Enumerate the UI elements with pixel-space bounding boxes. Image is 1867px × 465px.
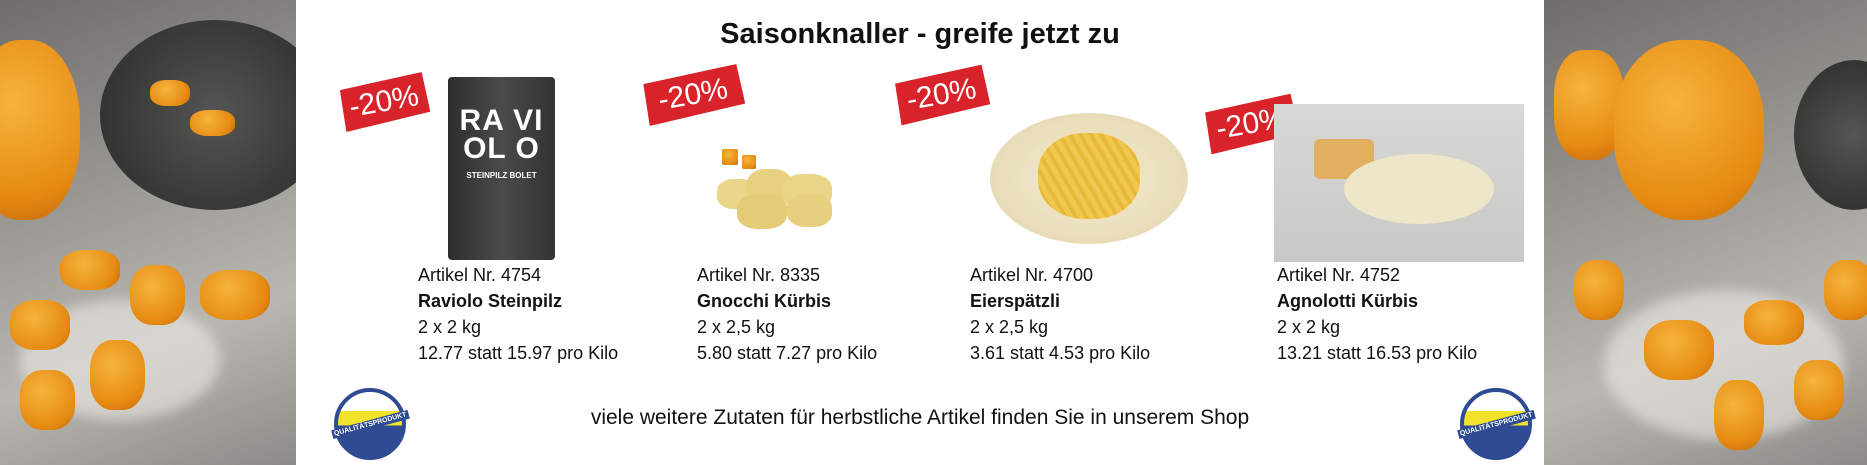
pack-size: 2 x 2,5 kg [697, 317, 776, 337]
quality-seal-logo: QUALITÄTSPRODUKT [330, 388, 410, 460]
product-card: Artikel Nr. 8335 Gnocchi Kürbis 2 x 2,5 … [697, 262, 877, 366]
product-image-gnocchi[interactable] [697, 149, 857, 232]
discount-badge: -20% [640, 64, 746, 127]
article-number: Artikel Nr. 4754 [418, 265, 542, 285]
discount-badge: -20% [337, 72, 432, 133]
pack-size: 2 x 2 kg [418, 317, 482, 337]
article-number: Artikel Nr. 8335 [697, 265, 821, 285]
product-card: Artikel Nr. 4754 Raviolo Steinpilz 2 x 2… [418, 262, 618, 366]
product-name[interactable]: Raviolo Steinpilz [418, 291, 563, 311]
product-name[interactable]: Gnocchi Kürbis [697, 291, 832, 311]
price: 13.21 statt 16.53 pro Kilo [1277, 343, 1478, 363]
pumpkin-gnocchi-photo-right [1544, 0, 1867, 465]
discount-badge: -20% [892, 64, 992, 125]
product-card: Artikel Nr. 4700 Eierspätzli 2 x 2,5 kg … [970, 262, 1150, 366]
article-number: Artikel Nr. 4700 [970, 265, 1094, 285]
price: 5.80 statt 7.27 pro Kilo [697, 343, 878, 363]
product-name[interactable]: Agnolotti Kürbis [1277, 291, 1418, 311]
pack-size: 2 x 2,5 kg [970, 317, 1049, 337]
pumpkin-gnocchi-photo-left [0, 0, 296, 465]
pack-size: 2 x 2 kg [1277, 317, 1341, 337]
article-number: Artikel Nr. 4752 [1277, 265, 1401, 285]
shop-link-text[interactable]: viele weitere Zutaten für herbstliche Ar… [590, 406, 1250, 429]
price: 3.61 statt 4.53 pro Kilo [970, 343, 1151, 363]
page-title: Saisonknaller - greife jetzt zu [720, 18, 1120, 50]
product-image-agnolotti[interactable] [1274, 104, 1524, 262]
quality-seal-logo: QUALITÄTSPRODUKT [1456, 388, 1536, 460]
product-image-eierspaetzli[interactable] [990, 113, 1188, 244]
product-name[interactable]: Eierspätzli [970, 291, 1061, 311]
product-image-raviolo[interactable]: RA VI OL O STEINPILZ BOLET [448, 77, 555, 260]
price: 12.77 statt 15.97 pro Kilo [418, 343, 619, 363]
product-card: Artikel Nr. 4752 Agnolotti Kürbis 2 x 2 … [1277, 262, 1477, 366]
